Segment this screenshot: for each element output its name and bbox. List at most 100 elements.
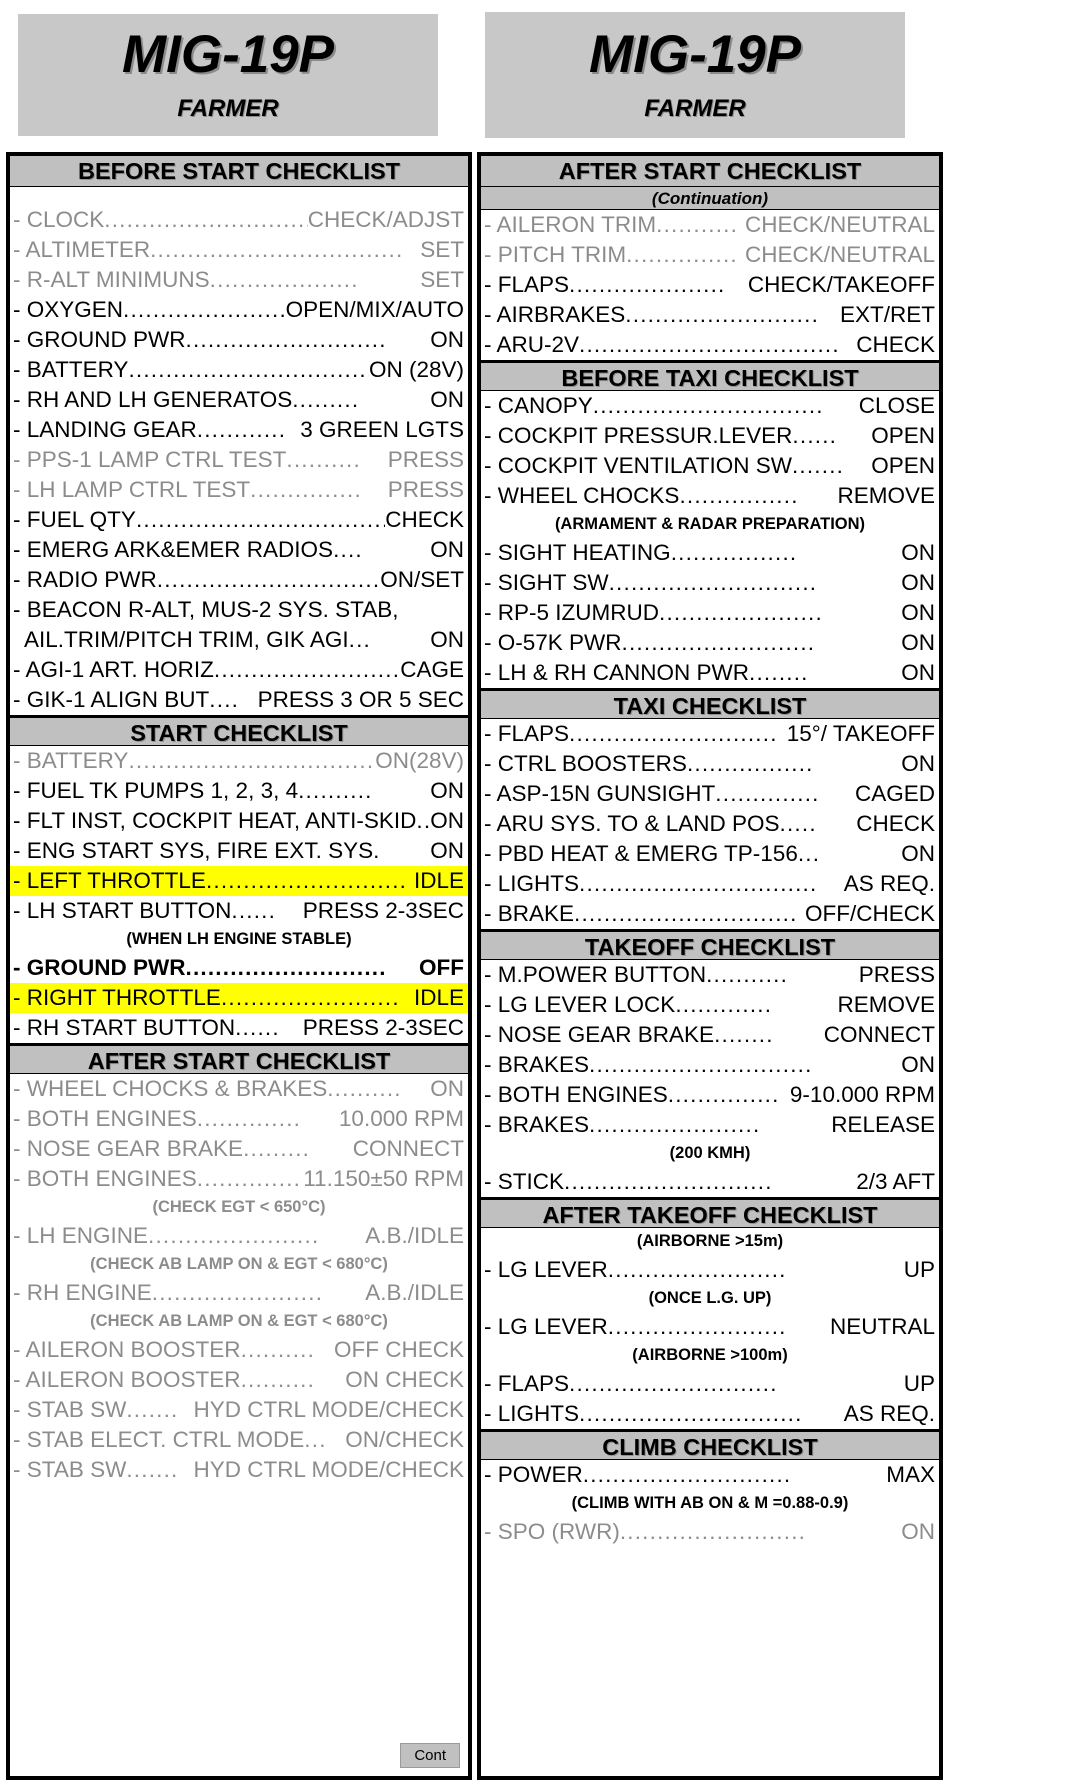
checklist-item[interactable]: AIL.TRIM/PITCH TRIM, GIK AGI... ON	[10, 625, 468, 655]
checklist-item[interactable]: - FLT INST, COCKPIT HEAT, ANTI-SKID.. ON	[10, 806, 468, 836]
checklist-item-leader: ................	[679, 483, 799, 508]
checklist-item[interactable]: - LANDING GEAR............ 3 GREEN LGTS	[10, 415, 468, 445]
checklist-item[interactable]: - ARU SYS. TO & LAND POS..... CHECK	[481, 809, 939, 839]
checklist-item[interactable]: - LG LEVER........................ UP	[481, 1255, 939, 1285]
checklist-item[interactable]: - BRAKES.............................. ON	[481, 1050, 939, 1080]
checklist-item[interactable]: - AGI-1 ART. HORIZ......................…	[10, 655, 468, 685]
checklist-item-leader: ..............................	[579, 1401, 803, 1426]
checklist-item[interactable]: - POWER............................ MAX	[481, 1460, 939, 1490]
checklist-item-leader: ...............	[667, 1082, 780, 1107]
checklist-item[interactable]: - LIGHTS.............................. AS…	[481, 1399, 939, 1429]
checklist-item[interactable]: - ASP-15N GUNSIGHT.............. CAGED	[481, 779, 939, 809]
continue-button[interactable]: Cont	[400, 1743, 460, 1768]
checklist-item-label: - AGI-1 ART. HORIZ	[13, 657, 214, 682]
checklist-item-value: ON	[901, 1519, 935, 1544]
checklist-item-label: - FUEL TK PUMPS 1, 2, 3, 4	[13, 778, 299, 803]
checklist-item-label: - CLOCK	[13, 207, 105, 232]
checklist-item-label: - O-57K PWR	[484, 630, 622, 655]
checklist-item[interactable]: - FUEL TK PUMPS 1, 2, 3, 4.......... ON	[10, 776, 468, 806]
checklist-item[interactable]: - BOTH ENGINES............... 9-10.000 RP…	[481, 1080, 939, 1110]
checklist-item[interactable]: - GROUND PWR........................... O…	[10, 953, 468, 983]
checklist-item[interactable]: - SPO (RWR)......................... ON	[481, 1517, 939, 1547]
checklist-item[interactable]: - LEFT THROTTLE.........................…	[10, 866, 468, 896]
checklist-item[interactable]: - LH LAMP CTRL TEST............... PRESS	[10, 475, 468, 505]
checklist-item[interactable]: - AILERON BOOSTER.......... OFF CHECK	[10, 1335, 468, 1365]
checklist-item-label: - BATTERY	[13, 748, 129, 773]
checklist-item[interactable]: - BOTH ENGINES.............. 11.150±50 RP…	[10, 1164, 468, 1194]
checklist-item-label: - LIGHTS	[484, 871, 580, 896]
checklist-item-label: - STAB SW	[13, 1457, 127, 1482]
checklist-item[interactable]: - R-ALT MINIMUNS.................... SET	[10, 265, 468, 295]
checklist-item-label: - ENG START SYS, FIRE EXT. SYS.	[13, 838, 380, 863]
checklist-item[interactable]: - RH START BUTTON...... PRESS 2-3SEC	[10, 1013, 468, 1043]
checklist-item[interactable]: - PBD HEAT & EMERG TP-156... ON	[481, 839, 939, 869]
checklist-item-label: - BOTH ENGINES	[13, 1106, 197, 1131]
checklist-item[interactable]: - LG LEVER LOCK............. REMOVE	[481, 990, 939, 1020]
checklist-item[interactable]: - LIGHTS................................…	[481, 869, 939, 899]
checklist-item[interactable]: - GROUND PWR........................... O…	[10, 325, 468, 355]
checklist-item[interactable]: - LH START BUTTON...... PRESS 2-3SEC	[10, 896, 468, 926]
checklist-item[interactable]: - RH ENGINE....................... A.B./I…	[10, 1278, 468, 1308]
checklist-item[interactable]: - STAB SW....... HYD CTRL MODE/CHECK	[10, 1395, 468, 1425]
checklist-item[interactable]: - BATTERY...............................…	[10, 355, 468, 385]
checklist-item[interactable]: - BATTERY...............................…	[10, 746, 468, 776]
checklist-item[interactable]: - ENG START SYS, FIRE EXT. SYS. ON	[10, 836, 468, 866]
checklist-item[interactable]: - NOSE GEAR BRAKE........ CONNECT	[481, 1020, 939, 1050]
checklist-item[interactable]: - BOTH ENGINES.............. 10.000 RPM	[10, 1104, 468, 1134]
checklist-item-label: - LG LEVER LOCK	[484, 992, 676, 1017]
checklist-item[interactable]: - OXYGEN...................... OPEN/MIX/A…	[10, 295, 468, 325]
checklist-item[interactable]: - GIK-1 ALIGN BUT.... PRESS 3 OR 5 SEC	[10, 685, 468, 715]
aircraft-nato-name-left: FARMER	[177, 95, 279, 122]
checklist-item[interactable]: - LH & RH CANNON PWR........ ON	[481, 658, 939, 688]
checklist-item-label: - STAB SW	[13, 1397, 127, 1422]
checklist-item[interactable]: - RH AND LH GENERATOS......... ON	[10, 385, 468, 415]
checklist-item[interactable]: - ARU-2V................................…	[481, 330, 939, 360]
checklist-item[interactable]: - FLAPS............................ 15°/ …	[481, 719, 939, 749]
checklist-item[interactable]: - STAB SW....... HYD CTRL MODE/CHECK	[10, 1455, 468, 1485]
checklist-item[interactable]: - PPS-1 LAMP CTRL TEST.......... PRESS	[10, 445, 468, 475]
checklist-item[interactable]: - BRAKE.............................. OFF…	[481, 899, 939, 929]
checklist-item[interactable]: - EMERG ARK&EMER RADIOS.... ON	[10, 535, 468, 565]
checklist-item[interactable]: - FLAPS..................... CHECK/TAKEOF…	[481, 270, 939, 300]
checklist-item-leader: ...........................	[205, 868, 408, 893]
checklist-item[interactable]: - COCKPIT PRESSUR.LEVER...... OPEN	[481, 421, 939, 451]
checklist-item[interactable]: - NOSE GEAR BRAKE......... CONNECT	[10, 1134, 468, 1164]
checklist-item[interactable]: - AIRBRAKES.......................... EXT…	[481, 300, 939, 330]
checklist-item[interactable]: - STAB ELECT. CTRL MODE... ON/CHECK	[10, 1425, 468, 1455]
checklist-item[interactable]: - FLAPS............................ UP	[481, 1369, 939, 1399]
checklist-item-value: ON	[430, 778, 464, 803]
checklist-item-label: AIL.TRIM/PITCH TRIM, GIK AGI	[24, 627, 349, 652]
checklist-item-label: - FLT INST, COCKPIT HEAT, ANTI-SKID	[13, 808, 417, 833]
checklist-item[interactable]: - RP-5 IZUMRUD...................... ON	[481, 598, 939, 628]
checklist-item-leader: ...................................	[579, 332, 840, 357]
checklist-item[interactable]: - WHEEL CHOCKS & BRAKES.......... ON	[10, 1074, 468, 1104]
checklist-item[interactable]: - LG LEVER........................ NEUTRA…	[481, 1312, 939, 1342]
checklist-item[interactable]: - WHEEL CHOCKS................ REMOVE	[481, 481, 939, 511]
checklist-item[interactable]: - SIGHT SW............................ ON	[481, 568, 939, 598]
checklist-item[interactable]: - M.POWER BUTTON........... PRESS	[481, 960, 939, 990]
checklist-item[interactable]: - BEACON R-ALT, MUS-2 SYS. STAB,	[10, 595, 468, 625]
checklist-item[interactable]: - AILERON BOOSTER.......... ON CHECK	[10, 1365, 468, 1395]
checklist-columns: BEFORE START CHECKLIST - CLOCK...........…	[0, 152, 1077, 1785]
checklist-item-value: A.B./IDLE	[365, 1223, 464, 1248]
checklist-item[interactable]: - BRAKES....................... RELEASE	[481, 1110, 939, 1140]
checklist-item[interactable]: - AILERON TRIM........... CHECK/NEUTRAL	[481, 210, 939, 240]
checklist-item[interactable]: - COCKPIT VENTILATION SW....... OPEN	[481, 451, 939, 481]
checklist-item[interactable]: - PITCH TRIM............... CHECK/NEUTRAL	[481, 240, 939, 270]
checklist-item[interactable]: - RADIO PWR.............................…	[10, 565, 468, 595]
checklist-item-leader: ............................	[569, 721, 778, 746]
checklist-item-label: - AILERON BOOSTER	[13, 1367, 241, 1392]
checklist-item[interactable]: - SIGHT HEATING................. ON	[481, 538, 939, 568]
checklist-item[interactable]: - FUEL QTY..............................…	[10, 505, 468, 535]
checklist-item[interactable]: - CANOPY............................... C…	[481, 391, 939, 421]
checklist-item[interactable]: - ALTIMETER.............................…	[10, 235, 468, 265]
checklist-item[interactable]: - RIGHT THROTTLE........................…	[10, 983, 468, 1013]
checklist-item[interactable]: - LH ENGINE....................... A.B./I…	[10, 1221, 468, 1251]
checklist-item[interactable]: - CTRL BOOSTERS................. ON	[481, 749, 939, 779]
checklist-item[interactable]: - O-57K PWR.......................... ON	[481, 628, 939, 658]
checklist-item-value: AS REQ.	[843, 871, 935, 896]
aircraft-banner-left: MIG-19P FARMER	[18, 14, 438, 136]
checklist-item[interactable]: - STICK............................ 2/3 A…	[481, 1167, 939, 1197]
checklist-item-leader: ...	[304, 1427, 327, 1452]
checklist-item[interactable]: - CLOCK.............................. CHE…	[10, 205, 468, 235]
